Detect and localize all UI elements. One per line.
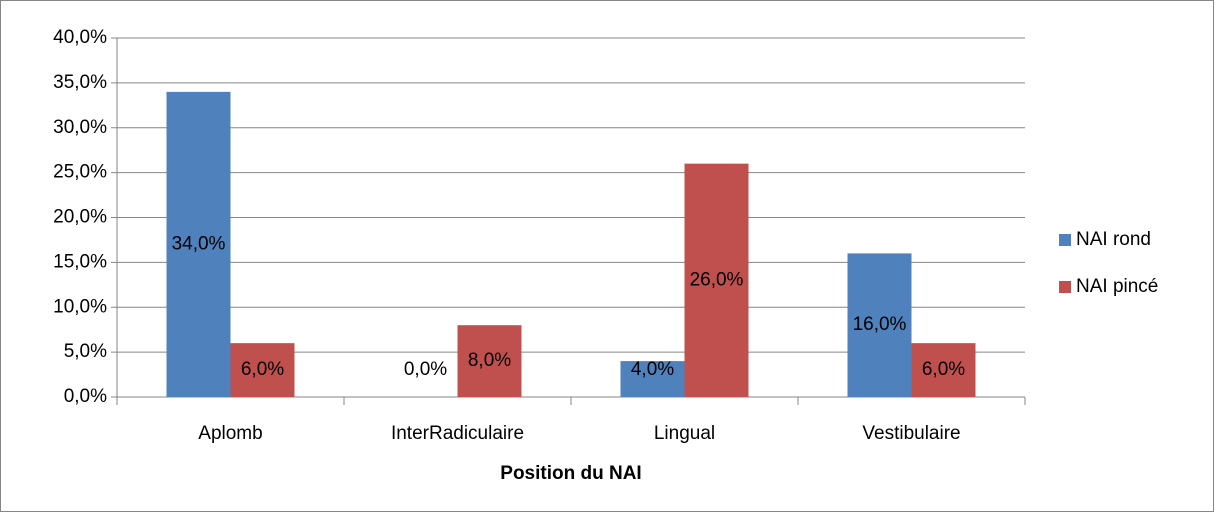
value-label: 4,0% — [631, 359, 674, 380]
y-tick-label: 5,0% — [64, 341, 107, 362]
value-label: 6,0% — [922, 359, 965, 380]
value-label: 34,0% — [172, 233, 226, 254]
legend-swatch — [1059, 281, 1071, 293]
y-tick-label: 10,0% — [53, 296, 107, 317]
value-label: 26,0% — [690, 269, 744, 290]
bar — [230, 343, 295, 397]
y-tick-label: 40,0% — [53, 27, 107, 48]
value-label: 0,0% — [404, 359, 447, 380]
bar — [620, 361, 685, 397]
legend-label: NAI rond — [1076, 229, 1151, 250]
x-tick-label: Aplomb — [198, 423, 262, 444]
x-tick-label: Vestibulaire — [862, 423, 960, 444]
value-label: 16,0% — [853, 314, 907, 335]
legend-label: NAI pincé — [1076, 276, 1158, 297]
bar — [911, 343, 976, 397]
bar — [166, 91, 231, 397]
value-label: 6,0% — [241, 359, 284, 380]
bar — [847, 253, 912, 397]
value-label: 8,0% — [468, 350, 511, 371]
x-tick-label: InterRadiculaire — [391, 423, 524, 444]
legend-swatch — [1059, 234, 1071, 246]
y-tick-label: 0,0% — [64, 386, 107, 407]
x-tick-label: Lingual — [654, 423, 715, 444]
y-tick-label: 20,0% — [53, 207, 107, 228]
bar — [684, 163, 749, 397]
y-tick-label: 15,0% — [53, 251, 107, 272]
x-axis-title: Position du NAI — [500, 463, 641, 484]
y-tick-label: 35,0% — [53, 72, 107, 93]
y-tick-label: 25,0% — [53, 162, 107, 183]
y-tick-label: 30,0% — [53, 117, 107, 138]
bar — [457, 325, 522, 397]
